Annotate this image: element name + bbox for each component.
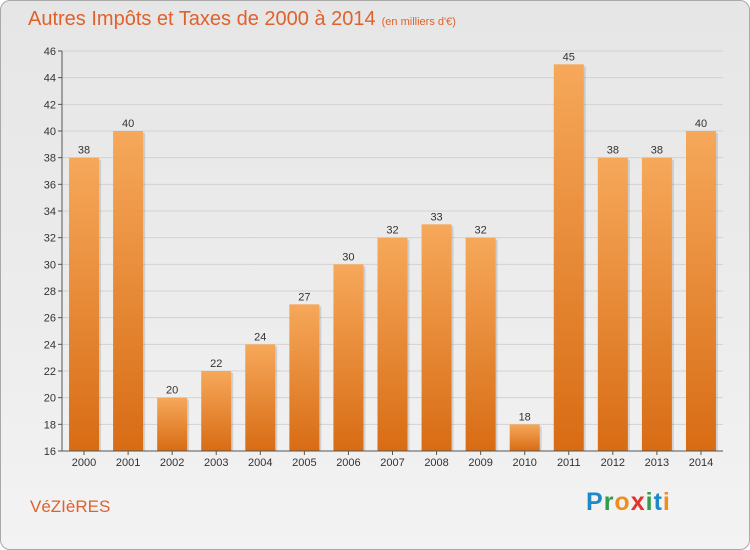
x-tick-label: 2012 — [601, 457, 625, 469]
y-tick-label: 38 — [44, 153, 56, 165]
axes — [58, 50, 723, 455]
chart-title-unit: (en milliers d'€) — [381, 16, 456, 28]
bar-value-label: 38 — [78, 145, 90, 157]
bar-value-label: 18 — [519, 411, 531, 423]
y-tick-label: 20 — [44, 393, 56, 405]
bar-value-label: 38 — [607, 145, 619, 157]
y-tick-label: 28 — [44, 286, 56, 298]
bar — [377, 237, 408, 451]
y-tick-label: 26 — [44, 313, 56, 325]
x-tick-label: 2002 — [160, 457, 184, 469]
logo-letter: r — [603, 488, 615, 516]
x-tick-label: 2011 — [557, 457, 581, 469]
bar — [157, 397, 188, 451]
chart-title: Autres Impôts et Taxes de 2000 à 2014 (en… — [28, 8, 456, 31]
bar-value-label: 45 — [563, 51, 575, 63]
bar — [201, 371, 232, 451]
x-tick-label: 2007 — [380, 457, 404, 469]
logo-letter: i — [662, 488, 671, 516]
bar — [509, 424, 540, 451]
bar-value-label: 24 — [254, 331, 266, 343]
bar — [685, 131, 716, 451]
x-tick-label: 2009 — [468, 457, 492, 469]
bar-value-label: 40 — [122, 118, 134, 130]
y-tick-label: 30 — [44, 259, 56, 271]
bar-value-label: 30 — [342, 251, 354, 263]
bar — [597, 157, 628, 451]
bar-value-label: 33 — [430, 211, 442, 223]
bar — [333, 264, 364, 451]
y-tick-label: 34 — [44, 206, 56, 218]
y-tick-label: 18 — [44, 419, 56, 431]
bar-value-label: 22 — [210, 358, 222, 370]
y-tick-label: 42 — [44, 99, 56, 111]
logo-letter: i — [645, 488, 654, 516]
x-tick-label: 2006 — [336, 457, 360, 469]
logo-letter: x — [630, 488, 646, 516]
x-tick-label: 2008 — [424, 457, 448, 469]
bar-value-label: 32 — [386, 225, 398, 237]
x-tick-label: 2005 — [292, 457, 316, 469]
y-tick-label: 40 — [44, 126, 56, 138]
y-tick-label: 46 — [44, 46, 56, 58]
proxiti-logo[interactable]: Proxiti — [586, 488, 671, 517]
logo-letter: P — [586, 488, 604, 516]
logo-letter: o — [614, 488, 631, 516]
x-tick-label: 2004 — [248, 457, 272, 469]
x-tick-label: 2013 — [645, 457, 669, 469]
y-tick-label: 16 — [44, 446, 56, 458]
bar — [69, 157, 100, 451]
y-tick-label: 44 — [44, 73, 56, 85]
bar — [113, 131, 144, 451]
y-tick-label: 36 — [44, 179, 56, 191]
x-tick-label: 2001 — [116, 457, 140, 469]
bar — [289, 304, 320, 451]
bar-value-label: 40 — [695, 118, 707, 130]
x-tick-label: 2010 — [512, 457, 536, 469]
commune-name: VéZIèRES — [30, 497, 111, 516]
bar — [465, 237, 496, 451]
logo-letter: t — [653, 488, 663, 516]
bar-value-label: 32 — [475, 225, 487, 237]
y-tick-label: 32 — [44, 233, 56, 245]
x-tick-label: 2014 — [689, 457, 713, 469]
bar — [641, 157, 672, 451]
x-tick-label: 2003 — [204, 457, 228, 469]
bar — [553, 64, 584, 452]
labels: 16 18 20 22 24 26 28 30 32 34 36 38 40 42 44 46 38 40 20 22… — [44, 46, 713, 469]
y-tick-label: 22 — [44, 366, 56, 378]
bar-value-label: 20 — [166, 385, 178, 397]
y-tick-label: 24 — [44, 339, 56, 351]
bar — [245, 344, 276, 451]
bar-value-label: 27 — [298, 291, 310, 303]
x-tick-label: 2000 — [72, 457, 96, 469]
bars — [69, 64, 718, 452]
bar — [421, 224, 452, 451]
bar-value-label: 38 — [651, 145, 663, 157]
chart-title-main: Autres Impôts et Taxes de 2000 à 2014 — [28, 8, 376, 30]
